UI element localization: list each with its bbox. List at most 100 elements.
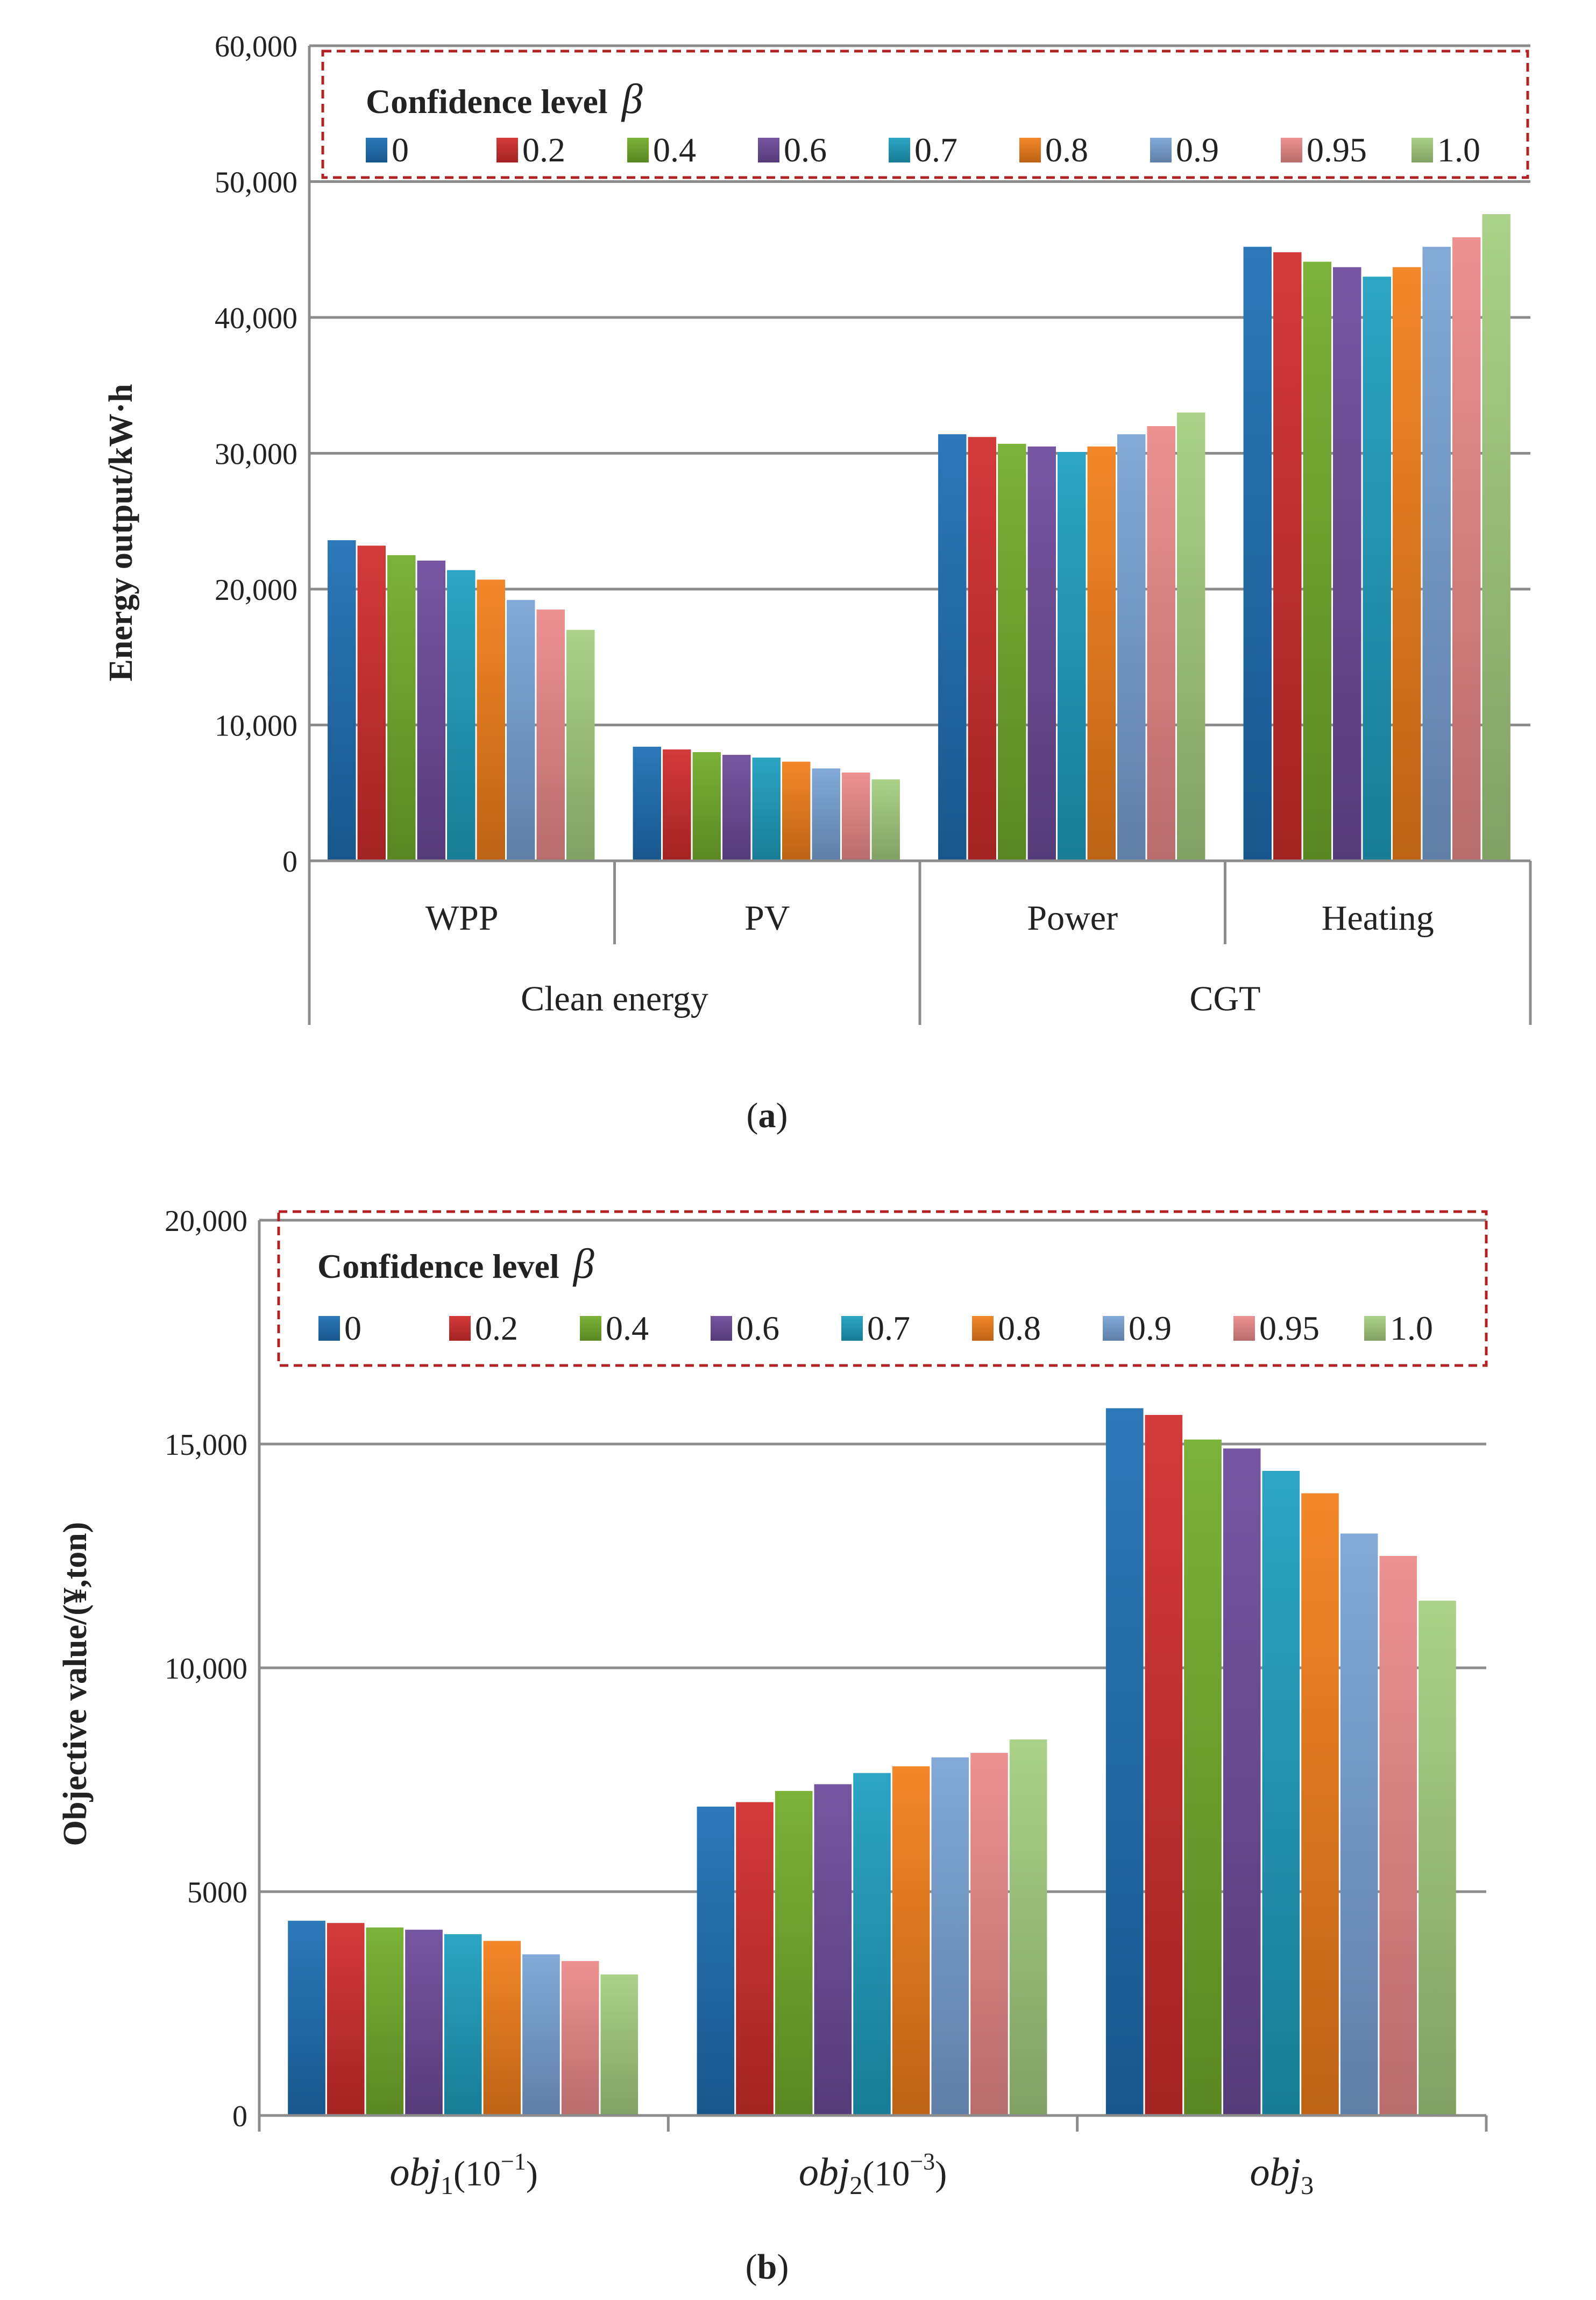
chart-a-bars bbox=[328, 214, 1510, 861]
chart-a-bar bbox=[1333, 267, 1361, 861]
chart-a: 0 10,000 20,000 30,000 40,000 50,000 60,000 WP… bbox=[103, 30, 1532, 1135]
chart-a-bar bbox=[998, 443, 1026, 861]
chart-a-legend-swatch bbox=[1411, 138, 1433, 162]
chart-b-bar bbox=[1223, 1448, 1261, 2115]
chart-b-legend-label: 0 bbox=[344, 1309, 361, 1347]
chart-a-y-tick-label: 0 bbox=[282, 845, 297, 879]
chart-a-bar bbox=[1392, 267, 1421, 861]
chart-b-bar bbox=[327, 1923, 365, 2115]
chart-a-legend-label: 0.2 bbox=[522, 131, 565, 169]
chart-a-bar bbox=[1363, 277, 1391, 861]
chart-b-bars bbox=[288, 1408, 1456, 2115]
chart-a-legend-swatch bbox=[1019, 138, 1041, 162]
chart-b-legend: Confidence level β 0 0.2 0.4 0.6 0.7 0.8 0.9 0.… bbox=[277, 1210, 1488, 1367]
chart-a-legend-label: 0 bbox=[392, 131, 409, 169]
chart-a-legend: Confidence level β 0 0.2 0.4 0.6 0.7 0.8 0.9 0.… bbox=[321, 49, 1529, 179]
chart-b-legend-label: 0.2 bbox=[475, 1309, 518, 1347]
chart-b-bar bbox=[814, 1784, 852, 2115]
chart-a-bar bbox=[1147, 426, 1175, 861]
chart-b-bar bbox=[522, 1954, 560, 2115]
chart-b-legend-swatch bbox=[1233, 1316, 1255, 1341]
chart-a-bar bbox=[1422, 246, 1451, 861]
chart-b-bar bbox=[775, 1791, 813, 2115]
chart-a-legend-label: 1.0 bbox=[1437, 131, 1480, 169]
chart-a-legend-frame bbox=[321, 49, 1529, 179]
chart-b-axes bbox=[258, 1220, 1488, 2132]
chart-b: 0 5000 10,000 15,000 20,000 obj1(10−1) obj2(1… bbox=[57, 1205, 1488, 2287]
chart-a-legend-label: 0.95 bbox=[1307, 131, 1367, 169]
chart-a-legend-entries: 0 0.2 0.4 0.6 0.7 0.8 0.9 0.95 1.0 bbox=[366, 131, 1480, 169]
chart-a-bar bbox=[663, 749, 691, 861]
chart-a-bar bbox=[871, 779, 900, 861]
chart-a-panel-label: (a) bbox=[747, 1096, 788, 1135]
chart-a-bar bbox=[477, 579, 505, 861]
chart-a-x-tick-label: WPP bbox=[425, 898, 499, 938]
chart-a-y-tick-label: 20,000 bbox=[215, 574, 297, 607]
chart-a-x-tick-label: Power bbox=[1027, 898, 1118, 938]
chart-a-bar bbox=[841, 772, 870, 861]
chart-a-bar bbox=[692, 752, 721, 861]
chart-a-x-tick-label: PV bbox=[744, 898, 790, 938]
chart-b-bar bbox=[1009, 1739, 1047, 2115]
chart-b-legend-frame bbox=[277, 1210, 1488, 1367]
chart-b-legend-swatch bbox=[449, 1316, 471, 1341]
chart-b-x-tick-label: obj3 bbox=[1250, 2150, 1314, 2200]
chart-a-bar bbox=[417, 560, 446, 861]
chart-b-legend-swatch bbox=[711, 1316, 732, 1341]
chart-b-legend-title: Confidence level β bbox=[317, 1240, 594, 1287]
chart-a-bar bbox=[1027, 446, 1056, 861]
chart-a-bar bbox=[1117, 434, 1146, 861]
chart-a-y-axis-label: Energy output/kW·h bbox=[103, 384, 139, 682]
chart-a-bar bbox=[1303, 261, 1332, 861]
chart-b-legend-swatch bbox=[1103, 1316, 1124, 1341]
chart-a-bar bbox=[387, 555, 416, 861]
chart-b-legend-label: 0.6 bbox=[736, 1309, 779, 1347]
chart-a-bar bbox=[782, 761, 811, 861]
chart-b-category-labels: obj1(10−1) obj2(10−3) obj3 bbox=[389, 2148, 1314, 2200]
chart-b-legend-swatch bbox=[841, 1316, 863, 1341]
chart-a-bar bbox=[938, 434, 967, 861]
chart-a-bar bbox=[1058, 451, 1086, 861]
chart-a-bar bbox=[536, 609, 565, 861]
chart-a-bar bbox=[506, 600, 535, 861]
chart-b-y-tick-label: 15,000 bbox=[165, 1428, 247, 1462]
chart-b-bar bbox=[931, 1757, 969, 2115]
chart-a-bar bbox=[968, 437, 997, 861]
chart-a-bar bbox=[1452, 237, 1481, 861]
chart-a-legend-label: 0.6 bbox=[784, 131, 827, 169]
chart-a-legend-swatch bbox=[758, 138, 779, 162]
chart-a-legend-label: 0.4 bbox=[653, 131, 696, 169]
chart-a-bar bbox=[447, 570, 476, 861]
chart-a-bar bbox=[566, 629, 595, 861]
chart-a-legend-label: 0.9 bbox=[1176, 131, 1219, 169]
chart-a-legend-title: Confidence level β bbox=[366, 75, 643, 122]
chart-b-legend-swatch bbox=[1364, 1316, 1386, 1341]
chart-a-axes bbox=[308, 46, 1532, 1025]
chart-b-bar bbox=[736, 1802, 774, 2115]
chart-b-bar bbox=[405, 1929, 443, 2115]
chart-a-y-tick-label: 50,000 bbox=[215, 166, 297, 200]
chart-b-x-tick-label: obj1(10−1) bbox=[389, 2148, 537, 2200]
chart-b-bar bbox=[1418, 1601, 1456, 2115]
chart-b-bar bbox=[483, 1941, 521, 2115]
chart-a-x-group-label: Clean energy bbox=[521, 979, 708, 1018]
chart-a-y-tick-label: 60,000 bbox=[215, 30, 297, 63]
chart-b-y-axis-label: Objective value/(¥,ton) bbox=[57, 1522, 94, 1846]
chart-a-legend-swatch bbox=[1150, 138, 1172, 162]
chart-a-legend-swatch bbox=[1281, 138, 1302, 162]
chart-a-bar bbox=[633, 746, 662, 861]
chart-b-bar bbox=[1301, 1493, 1339, 2115]
chart-a-legend-swatch bbox=[366, 138, 387, 162]
chart-a-x-tick-label: Heating bbox=[1322, 898, 1434, 938]
chart-a-category-labels: WPP PV Power Heating Clean energy CGT bbox=[425, 898, 1434, 1018]
chart-b-y-ticks: 0 5000 10,000 15,000 20,000 bbox=[165, 1205, 247, 2133]
chart-b-legend-label: 0.9 bbox=[1129, 1309, 1172, 1347]
chart-b-y-tick-label: 0 bbox=[232, 2100, 247, 2133]
chart-b-bar bbox=[892, 1766, 930, 2115]
chart-a-bar bbox=[1273, 252, 1302, 861]
chart-b-legend-label: 0.4 bbox=[606, 1309, 649, 1347]
chart-a-bar bbox=[328, 540, 356, 861]
chart-a-bar bbox=[1087, 446, 1116, 861]
chart-a-bar bbox=[722, 755, 751, 861]
